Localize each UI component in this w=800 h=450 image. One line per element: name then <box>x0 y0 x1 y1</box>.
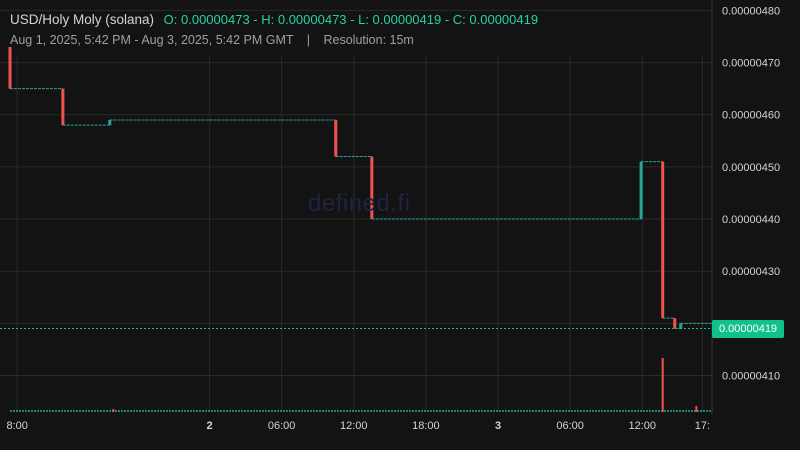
x-tick-label: 12:00 <box>340 420 368 432</box>
x-tick-label: 06:00 <box>268 420 296 432</box>
candle-body <box>370 156 374 220</box>
time-axis: 8:00 2 06:00 12:00 18:00 3 06:00 12:00 17: <box>7 420 711 432</box>
volume-bar <box>112 409 115 412</box>
last-price-tag: 0.00000419 <box>712 319 784 338</box>
x-tick-label: 12:00 <box>629 420 657 432</box>
y-tick-label: 0.00000450 <box>722 162 780 174</box>
y-tick-label: 0.00000430 <box>722 266 780 278</box>
y-tick-label: 0.00000460 <box>722 110 780 122</box>
candle-body <box>8 46 12 89</box>
ohlc-values: O: 0.00000473 - H: 0.00000473 - L: 0.000… <box>163 12 539 27</box>
candles <box>8 46 712 330</box>
pair-title: USD/Holy Moly (solana) <box>10 12 155 27</box>
grid-lines <box>0 9 712 412</box>
y-tick-label: 0.00000480 <box>722 5 780 17</box>
candle-body <box>108 119 112 126</box>
candle-body <box>334 119 338 157</box>
candle-body <box>61 88 65 126</box>
candle-body <box>661 161 665 319</box>
chart-header: USD/Holy Moly (solana) O: 0.00000473 - H… <box>10 12 538 27</box>
watermark: defined.fi <box>308 190 411 217</box>
separator: | <box>306 33 311 47</box>
y-tick-label: 0.00000440 <box>722 214 780 226</box>
x-tick-label: 06:00 <box>556 420 584 432</box>
y-tick-label: 0.00000410 <box>722 370 780 382</box>
candle-body <box>679 323 683 329</box>
x-tick-label: 8:00 <box>7 420 28 432</box>
volume-bar <box>695 406 698 412</box>
candle-body <box>673 318 677 329</box>
y-tick-label: 0.00000470 <box>722 58 780 70</box>
chart-subheader: Aug 1, 2025, 5:42 PM - Aug 3, 2025, 5:42… <box>10 33 414 47</box>
date-range: Aug 1, 2025, 5:42 PM - Aug 3, 2025, 5:42… <box>10 33 294 47</box>
x-tick-label: 17: <box>695 420 710 432</box>
volume-bars <box>10 358 712 412</box>
x-tick-label: 3 <box>495 420 501 432</box>
x-tick-label: 18:00 <box>412 420 440 432</box>
resolution-label: Resolution: 15m <box>323 33 414 47</box>
candle-body <box>639 161 643 220</box>
volume-bar <box>661 358 664 412</box>
x-tick-label: 2 <box>206 420 212 432</box>
